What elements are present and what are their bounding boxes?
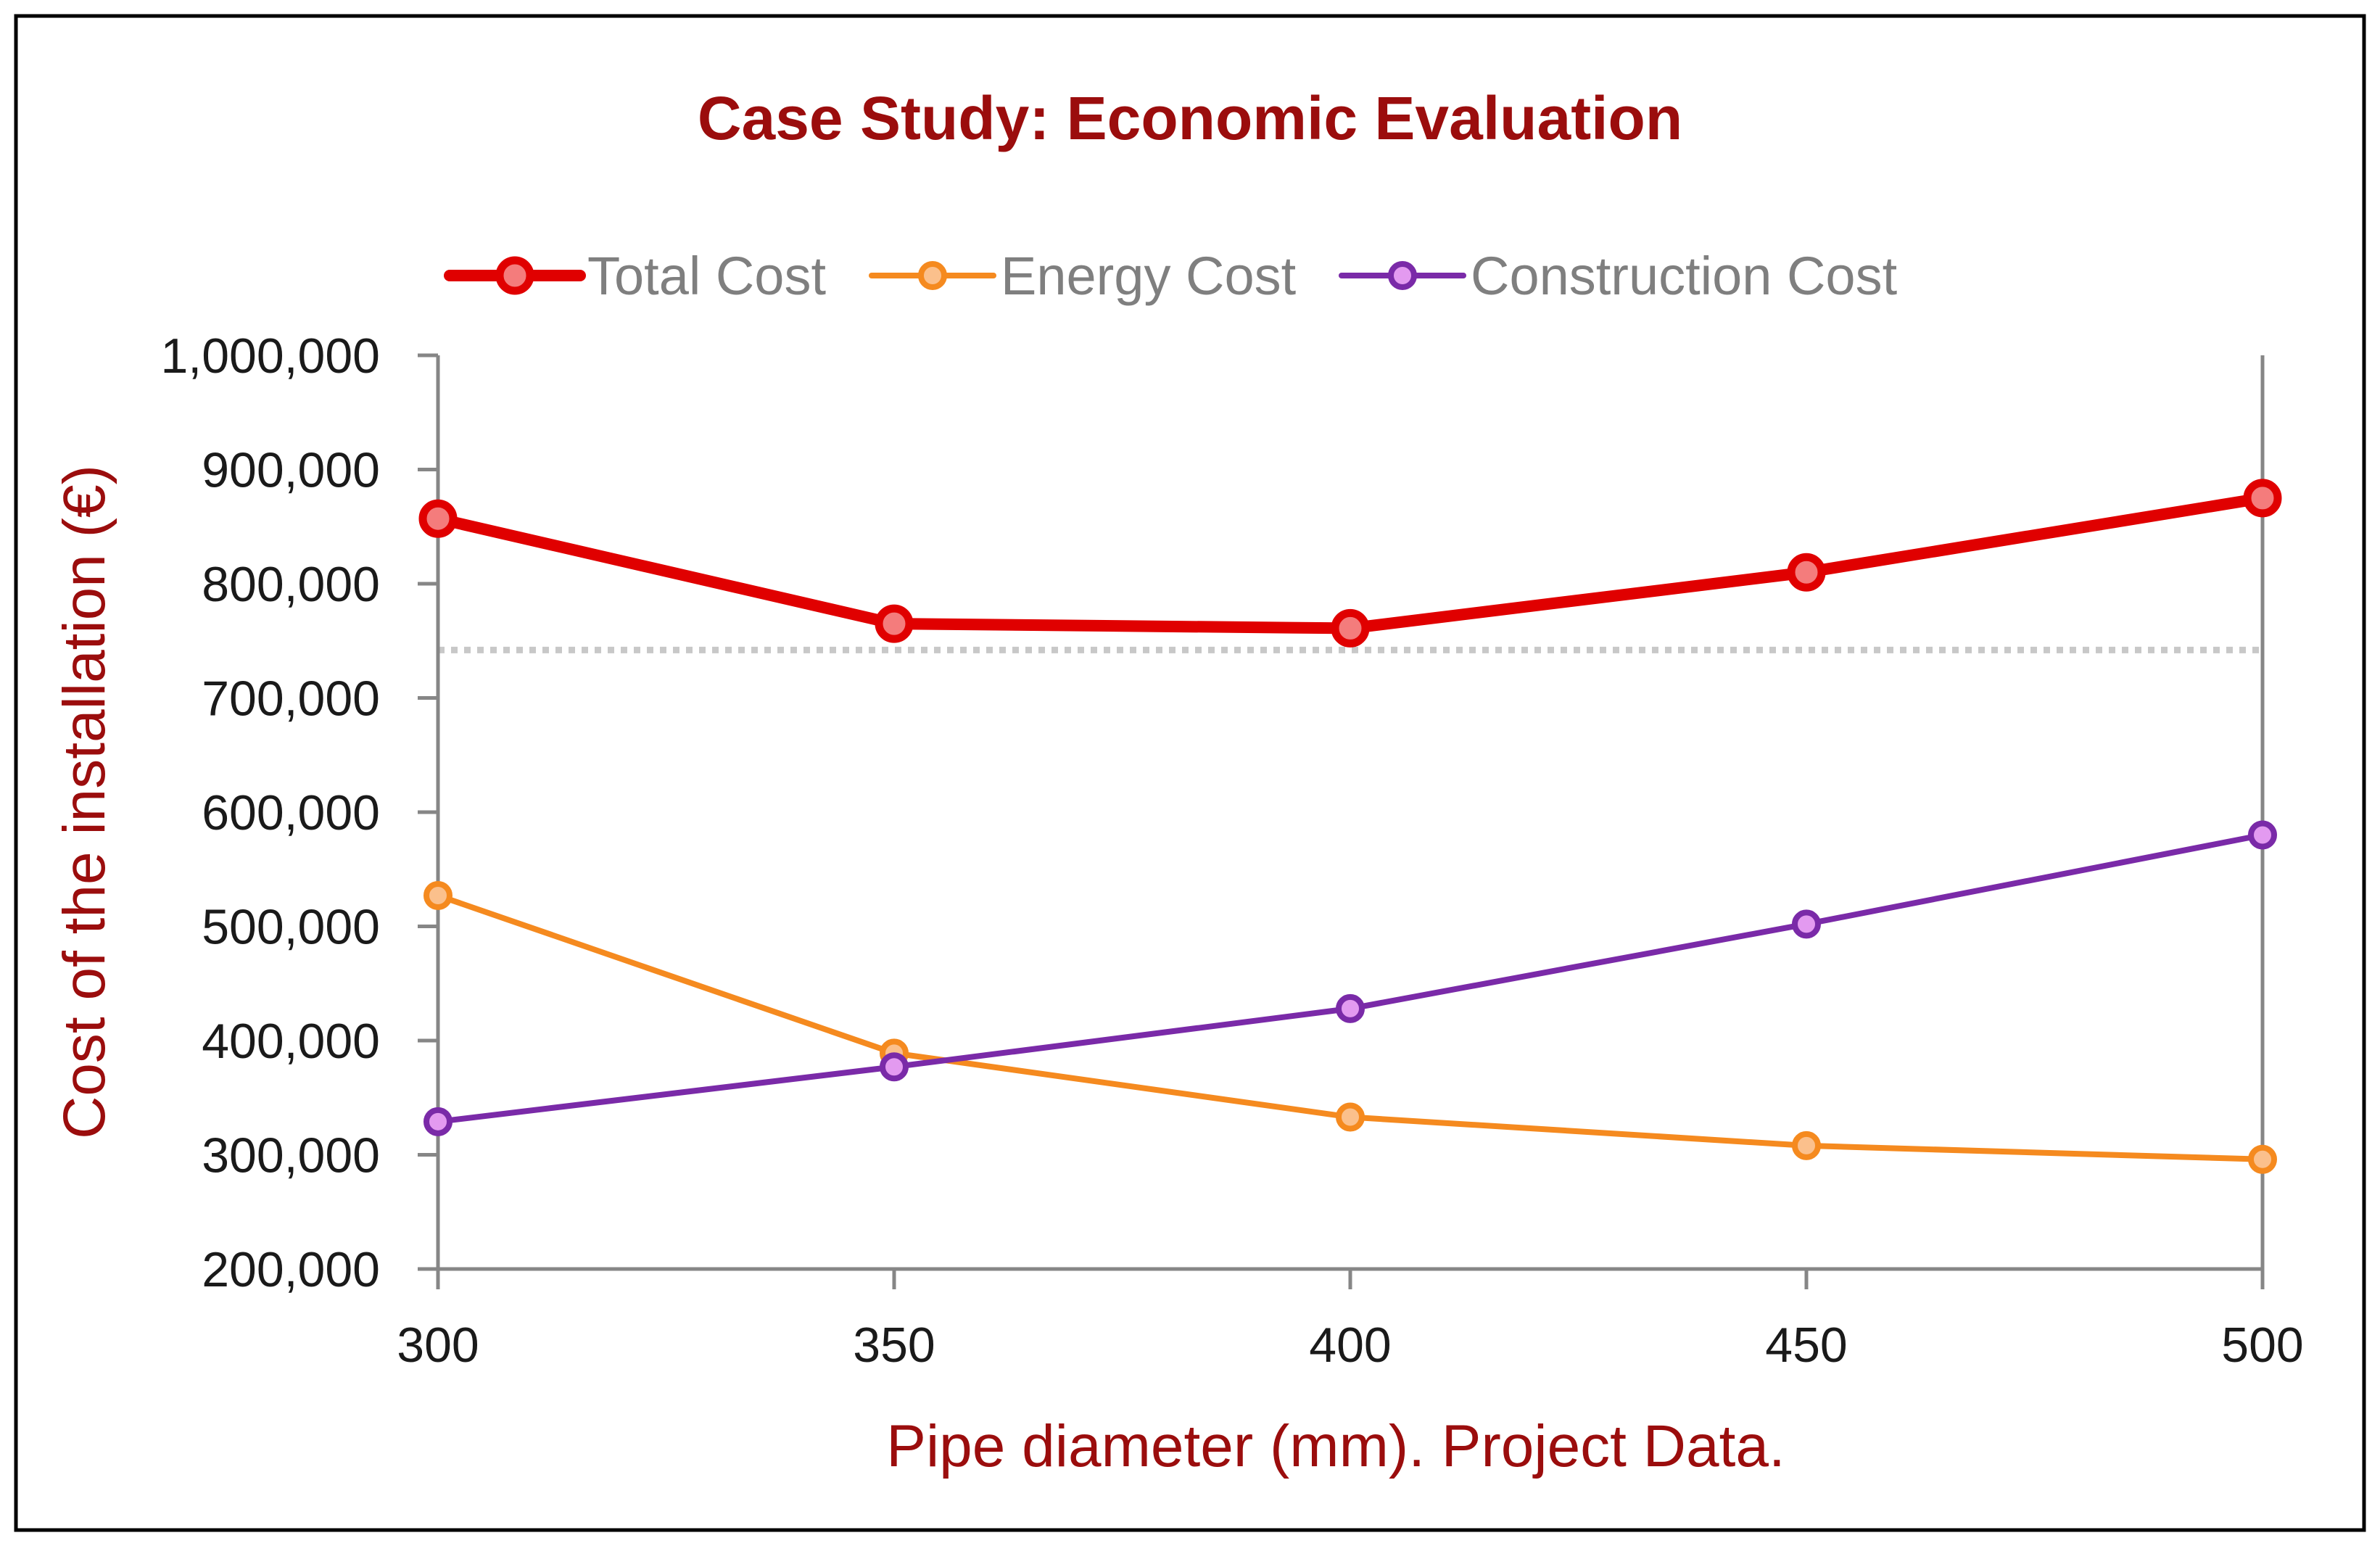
x-tick-label: 350 [853, 1318, 935, 1373]
y-axis-title: Cost of the installation (€) [51, 465, 117, 1139]
data-point [1787, 553, 1826, 592]
legend-label: Energy Cost [1001, 246, 1297, 306]
legend-item-total-cost: Total Cost [444, 246, 826, 306]
series-construction-cost [423, 820, 2277, 1136]
data-point [418, 499, 458, 538]
data-point [880, 1052, 909, 1082]
series-total-cost [418, 479, 2282, 648]
y-tick-label: 800,000 [202, 557, 380, 612]
y-tick-label: 500,000 [202, 900, 380, 955]
legend-item-construction-cost: Construction Cost [1339, 246, 1898, 306]
x-tick-label: 450 [1765, 1318, 1847, 1373]
y-tick-label: 200,000 [202, 1242, 380, 1297]
legend-item-energy-cost: Energy Cost [869, 246, 1297, 306]
data-point [875, 604, 914, 643]
data-point [423, 880, 453, 910]
y-tick-label: 1,000,000 [160, 328, 380, 384]
chart-frame [14, 14, 2366, 1532]
data-point [1331, 608, 1370, 648]
data-point [1792, 909, 1821, 939]
legend-label: Construction Cost [1471, 246, 1898, 306]
legend: Total Cost Energy Cost Construction Cost [444, 246, 1898, 306]
x-tick-label: 400 [1309, 1318, 1391, 1373]
legend-swatch-marker [495, 256, 534, 295]
data-point [1336, 1102, 1365, 1132]
data-point [1792, 1130, 1821, 1160]
series-layer [418, 479, 2282, 1174]
legend-swatch-marker [1388, 261, 1417, 290]
data-point [423, 1107, 453, 1136]
y-tick-label: 700,000 [202, 671, 380, 727]
x-axis-title: Pipe diameter (mm). Project Data. [886, 1413, 1785, 1479]
legend-label: Total Cost [587, 246, 826, 306]
data-point [2243, 479, 2282, 518]
legend-swatch-marker [918, 261, 947, 290]
x-tick-label: 300 [397, 1318, 479, 1373]
data-point [2248, 820, 2277, 850]
y-tick-label: 400,000 [202, 1014, 380, 1069]
chart-title: Case Study: Economic Evaluation [698, 84, 1682, 152]
data-point [2248, 1144, 2277, 1174]
y-tick-label: 300,000 [202, 1128, 380, 1183]
data-point [1336, 993, 1365, 1023]
x-tick-label: 500 [2221, 1318, 2303, 1373]
y-tick-label: 600,000 [202, 785, 380, 840]
y-tick-label: 900,000 [202, 443, 380, 498]
